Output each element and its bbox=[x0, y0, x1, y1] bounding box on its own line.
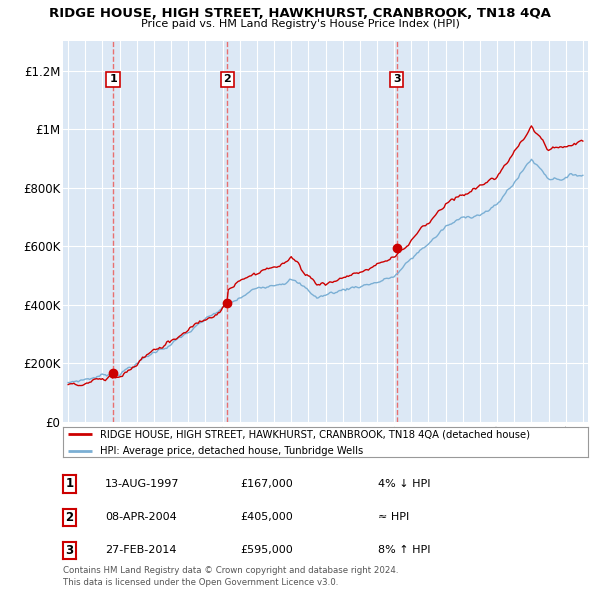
Text: 08-APR-2004: 08-APR-2004 bbox=[105, 513, 177, 522]
Text: RIDGE HOUSE, HIGH STREET, HAWKHURST, CRANBROOK, TN18 4QA: RIDGE HOUSE, HIGH STREET, HAWKHURST, CRA… bbox=[49, 7, 551, 20]
Text: ≈ HPI: ≈ HPI bbox=[378, 513, 409, 522]
Text: 27-FEB-2014: 27-FEB-2014 bbox=[105, 546, 176, 555]
Text: 2: 2 bbox=[65, 511, 74, 524]
Text: £595,000: £595,000 bbox=[240, 546, 293, 555]
Text: 4% ↓ HPI: 4% ↓ HPI bbox=[378, 479, 431, 489]
Text: Contains HM Land Registry data © Crown copyright and database right 2024.
This d: Contains HM Land Registry data © Crown c… bbox=[63, 566, 398, 587]
Text: 8% ↑ HPI: 8% ↑ HPI bbox=[378, 546, 431, 555]
Text: 1: 1 bbox=[109, 74, 117, 84]
Text: 1: 1 bbox=[65, 477, 74, 490]
Text: 3: 3 bbox=[393, 74, 401, 84]
Text: £167,000: £167,000 bbox=[240, 479, 293, 489]
Text: 3: 3 bbox=[65, 544, 74, 557]
Text: RIDGE HOUSE, HIGH STREET, HAWKHURST, CRANBROOK, TN18 4QA (detached house): RIDGE HOUSE, HIGH STREET, HAWKHURST, CRA… bbox=[100, 430, 530, 439]
Text: 2: 2 bbox=[223, 74, 231, 84]
Text: 13-AUG-1997: 13-AUG-1997 bbox=[105, 479, 179, 489]
Text: HPI: Average price, detached house, Tunbridge Wells: HPI: Average price, detached house, Tunb… bbox=[100, 445, 363, 455]
Text: £405,000: £405,000 bbox=[240, 513, 293, 522]
Text: Price paid vs. HM Land Registry's House Price Index (HPI): Price paid vs. HM Land Registry's House … bbox=[140, 19, 460, 29]
